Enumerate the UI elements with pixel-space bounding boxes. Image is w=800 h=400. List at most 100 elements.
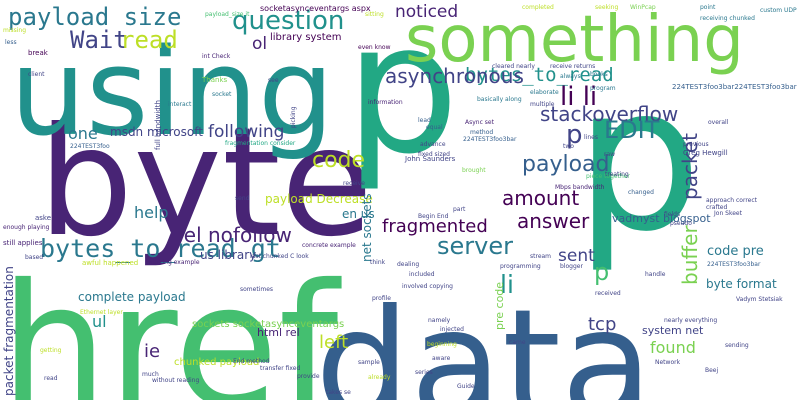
word-vadmyst: vadmyst blogspot xyxy=(612,212,711,225)
word-basically-along: basically along xyxy=(477,96,522,103)
word-included: included xyxy=(409,271,435,278)
word-guide: Guide xyxy=(457,383,475,390)
word-async-set: Async set xyxy=(465,119,494,126)
word-fragmentation-consider: fragmentation consider xyxy=(225,140,296,147)
word-ul: ul xyxy=(92,312,107,331)
word-noticed: noticed xyxy=(395,2,459,22)
word-based: based xyxy=(25,254,44,261)
word-john-saunders: John Saunders xyxy=(405,155,456,163)
word-ol: ol xyxy=(252,34,268,54)
word-sent: sent xyxy=(558,246,595,266)
word-vadym: Vadym Stetsiak xyxy=(736,296,783,303)
word-something: something xyxy=(405,3,744,77)
word-code: code xyxy=(312,148,366,173)
word-edit: EDIT xyxy=(604,116,660,144)
word-p-large-1: p xyxy=(345,0,460,194)
word-li-li: li li xyxy=(560,82,598,112)
word-wait: Wait xyxy=(70,26,128,54)
word-p-small: p xyxy=(594,258,610,286)
word-sending: sending xyxy=(725,342,749,349)
word-hex-d: 224TEST3foo3bar xyxy=(707,261,761,268)
word-last-chunked: last chunked C look xyxy=(250,253,309,260)
word-treating: treating xyxy=(605,171,629,178)
word-answer: answer xyxy=(517,209,590,233)
word-approach-correct: approach correct xyxy=(706,197,757,204)
word-using: using xyxy=(10,24,335,163)
word-bytes-gt: bytes_to_read gt xyxy=(40,234,281,263)
word-method: method xyxy=(470,129,494,136)
word-winpcap: WinPcap xyxy=(630,4,656,11)
word-receive: receive xyxy=(343,180,365,187)
word-still-applies: still applies xyxy=(3,239,43,247)
word-system-net: system net xyxy=(642,324,704,337)
word-handle: handle xyxy=(645,271,666,278)
word-overall: overall xyxy=(708,119,729,126)
word-left: left xyxy=(319,332,349,353)
word-amount: amount xyxy=(502,186,580,210)
word-crafted: crafted xyxy=(706,204,728,211)
word-pseudo: pseudo xyxy=(670,220,692,227)
word-injected: injected xyxy=(440,326,464,333)
word-ie: ie xyxy=(144,341,161,362)
word-fields: fields xyxy=(664,211,681,218)
word-concrete-example: concrete example xyxy=(302,242,356,249)
word-payload: payload xyxy=(522,152,610,177)
word-greg-hewgill: Greg Hewgill xyxy=(683,149,728,157)
word-brought: brought xyxy=(462,167,486,174)
word-p-large-2: p xyxy=(575,43,702,276)
word-series: series xyxy=(415,369,433,376)
word-sample: sample xyxy=(358,359,380,366)
word-completed: completed xyxy=(522,4,554,11)
word-less: less xyxy=(5,39,17,46)
word-html-rel: html rel xyxy=(257,326,300,339)
word-msdn: msdn microsoft xyxy=(110,125,203,139)
word-payload-size-it: payload_size it xyxy=(205,11,250,18)
word-read: read xyxy=(120,26,178,54)
word-sockets-saea: sockets socketasynceventargs xyxy=(192,319,345,330)
word-library-system: library system xyxy=(270,32,342,43)
word-program: program xyxy=(590,85,616,92)
word-receiving-chunked: receiving chunked xyxy=(700,15,755,22)
word-see: see xyxy=(268,77,279,84)
word-working-example: working example xyxy=(148,259,200,266)
word-multiple: multiple xyxy=(530,101,555,108)
word-int-check: int Check xyxy=(202,53,231,60)
word-p-mid: p xyxy=(566,120,583,150)
word-changed: changed xyxy=(628,189,654,196)
word-href: href xyxy=(0,248,339,400)
word-network: Network xyxy=(655,359,681,366)
word-takes-se: takes se xyxy=(326,389,351,396)
word-full-bandwidth: full bandwidth xyxy=(154,100,162,150)
word-blogger: blogger xyxy=(560,263,583,270)
word-seeking: seeking xyxy=(595,4,619,11)
word-even-know: even know xyxy=(358,44,391,51)
word-server: server xyxy=(437,232,513,260)
word-custom-udp: custom UDP xyxy=(760,7,797,14)
word-information: information xyxy=(368,99,403,106)
word-break: break xyxy=(28,49,48,57)
word-aware: aware xyxy=(432,355,451,362)
word-provide: provide xyxy=(297,373,320,380)
word-nearly-everything: nearly everything xyxy=(664,317,718,324)
word-following: following xyxy=(208,122,285,142)
word-raw: raw xyxy=(604,151,616,158)
word-hex-a: 224TEST3foo3bar224TEST3foo3bar xyxy=(672,83,797,91)
word-point: point xyxy=(700,4,716,11)
word-received: received xyxy=(595,290,621,297)
word-lines: lines xyxy=(584,134,598,141)
word-read-small: read xyxy=(44,375,58,382)
word-question: question xyxy=(232,6,345,36)
word-involved-copying: involved copying xyxy=(402,283,453,290)
word-packet-fragmentation: packet fragmentation xyxy=(2,266,16,396)
word-two: two xyxy=(563,143,574,150)
word-part: part xyxy=(453,206,466,213)
word-en-us: en us xyxy=(342,207,375,221)
word-ethernet-layer: Ethernet layer xyxy=(80,309,123,316)
word-begin-end: Begin End xyxy=(418,213,449,220)
word-fixed-sized: fixed sized xyxy=(418,151,450,158)
word-sometimes: sometimes xyxy=(240,286,274,293)
word-lead: lead xyxy=(418,117,431,124)
word-already: already xyxy=(368,374,391,381)
word-hex-b: 224TEST3foo xyxy=(70,143,110,150)
